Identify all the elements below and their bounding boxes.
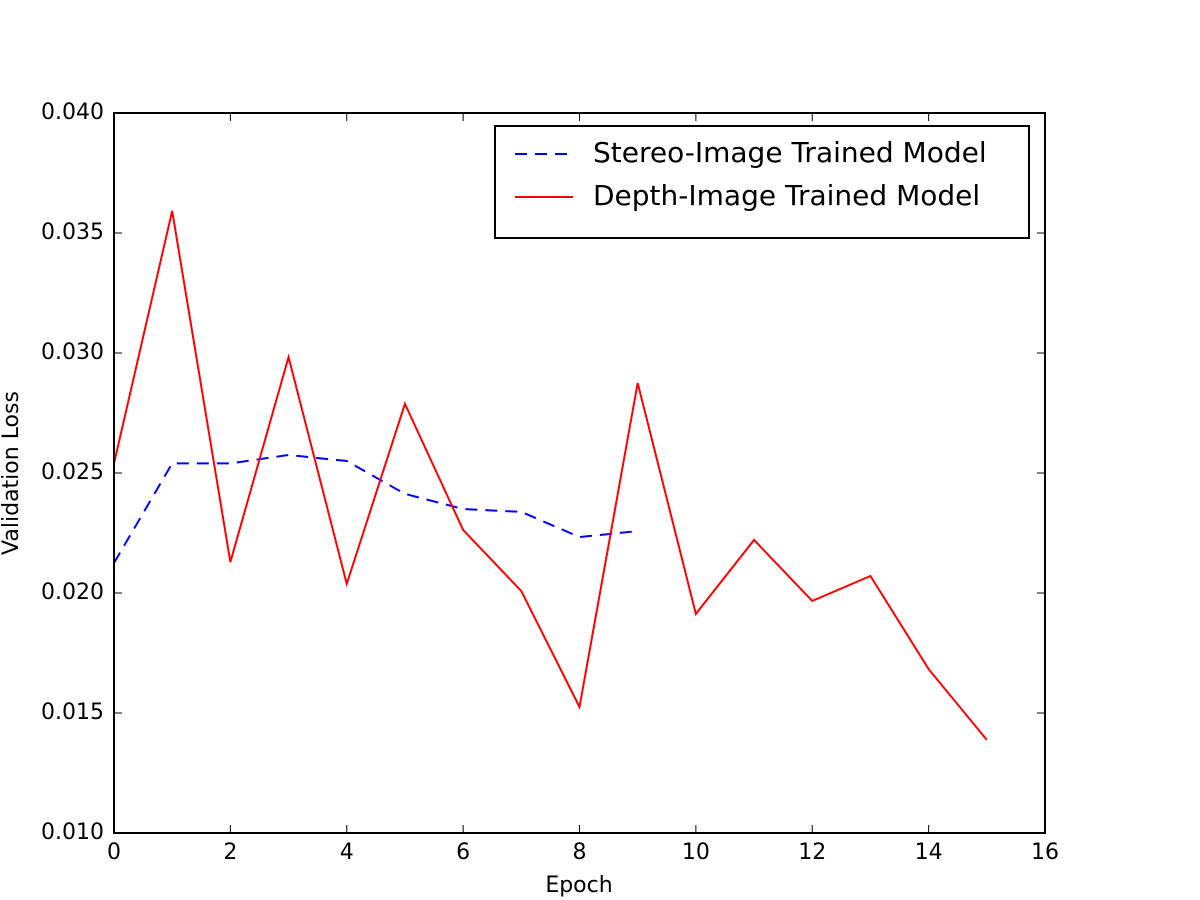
y-tick-label: 0.040 xyxy=(41,100,104,125)
x-tick-label: 8 xyxy=(573,840,587,865)
x-tick-label: 14 xyxy=(915,840,943,865)
x-tick-label: 10 xyxy=(682,840,710,865)
y-tick-label: 0.020 xyxy=(41,580,104,605)
legend-label: Depth-Image Trained Model xyxy=(593,179,980,212)
y-tick-label: 0.035 xyxy=(41,220,104,245)
line-series xyxy=(113,210,988,741)
y-tick-label: 0.030 xyxy=(41,340,104,365)
line-series xyxy=(113,453,638,564)
x-tick-label: 4 xyxy=(340,840,354,865)
x-tick-label: 12 xyxy=(798,840,826,865)
x-tick-label: 16 xyxy=(1031,840,1059,865)
x-tick-label: 2 xyxy=(223,840,237,865)
y-tick-label: 0.025 xyxy=(41,460,104,485)
y-tick-label: 0.015 xyxy=(41,700,104,725)
x-tick-label: 6 xyxy=(456,840,470,865)
legend-box xyxy=(494,125,1030,239)
y-tick-label: 0.010 xyxy=(41,820,104,845)
plot-frame xyxy=(113,112,1046,834)
x-tick-label: 0 xyxy=(107,840,121,865)
y-axis-label: Validation Loss xyxy=(0,391,24,555)
legend-label: Stereo-Image Trained Model xyxy=(593,136,987,169)
x-axis-label: Epoch xyxy=(545,873,612,898)
